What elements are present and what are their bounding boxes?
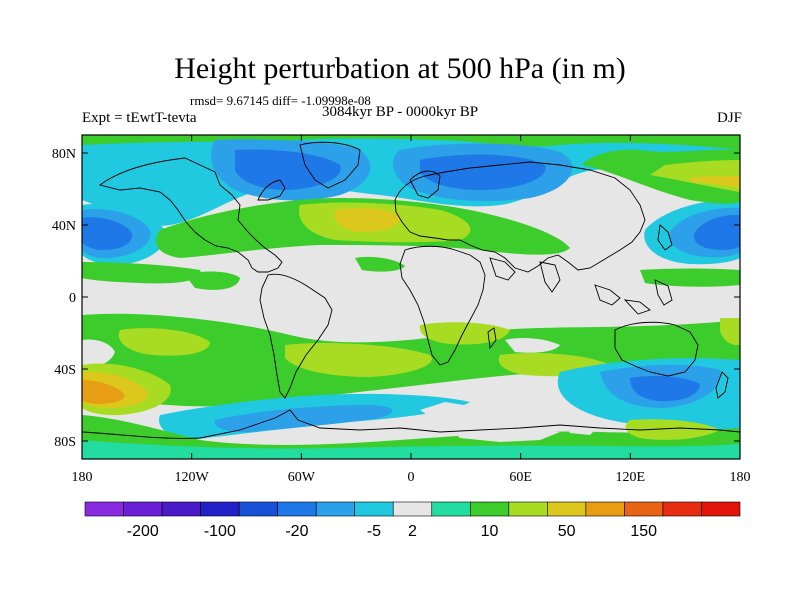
colorbar-swatch: [547, 501, 587, 517]
colorbar-swatch: [238, 501, 278, 517]
lat-tick-label: 40N: [52, 219, 76, 234]
experiment-label: Expt = tEwtT-tevta: [82, 110, 197, 126]
colorbar-swatch: [84, 501, 124, 517]
shaded-field: [82, 135, 740, 459]
colorbar-swatch: [315, 501, 356, 517]
colorbar-label: -20: [285, 523, 308, 540]
coastlines: [82, 141, 740, 439]
colorbar-label: 150: [630, 523, 657, 540]
lat-tick-label: 0: [69, 291, 76, 306]
colorbar-swatch: [431, 501, 471, 517]
colorbar-swatch: [161, 501, 201, 517]
longitude-axis: 180 120W 60W 0 60E 120E 180: [72, 135, 751, 485]
lon-tick-label: 120E: [616, 470, 646, 485]
lon-tick-label: 120W: [175, 470, 210, 485]
colorbar-swatch: [624, 501, 664, 517]
colorbar-swatch: [508, 501, 548, 517]
map-title: Height perturbation at 500 hPa (in m): [174, 52, 626, 85]
latitude-axis: 80N 40N 0 40S 80S: [52, 147, 740, 450]
lon-tick-label: 180: [72, 470, 93, 485]
colorbar-label: 50: [558, 523, 576, 540]
lon-tick-label: 180: [730, 470, 751, 485]
lon-tick-label: 60W: [288, 470, 316, 485]
colorbar-swatch: [469, 501, 510, 517]
colorbar-label: 2: [408, 523, 417, 540]
lat-tick-label: 40S: [54, 363, 76, 378]
field-layer: [82, 135, 740, 459]
colorbar-swatch: [392, 501, 433, 517]
lat-tick-label: 80N: [52, 147, 76, 162]
lon-tick-label: 0: [408, 470, 415, 485]
colorbar-swatch: [701, 501, 741, 517]
colorbar-swatch: [585, 501, 625, 517]
colorbar-label: -5: [367, 523, 381, 540]
colorbar-swatch: [354, 501, 394, 517]
colorbar-swatch: [662, 501, 702, 517]
lon-tick-label: 60E: [509, 470, 532, 485]
stats-label: rmsd= 9.67145 diff= -1.09998e-08: [190, 93, 371, 108]
colorbar-label: -100: [204, 523, 236, 540]
colorbar-swatch: [123, 501, 163, 517]
colorbar-swatch: [200, 501, 240, 517]
lat-tick-label: 80S: [54, 435, 76, 450]
colorbar-label: 10: [481, 523, 499, 540]
colorbar: -200 -100 -20 -5 2 10 50 150: [84, 501, 741, 540]
season-label: DJF: [716, 110, 742, 126]
period-label: 3084kyr BP - 0000kyr BP: [322, 104, 479, 120]
colorbar-label: -200: [127, 523, 159, 540]
colorbar-swatch: [277, 501, 317, 517]
